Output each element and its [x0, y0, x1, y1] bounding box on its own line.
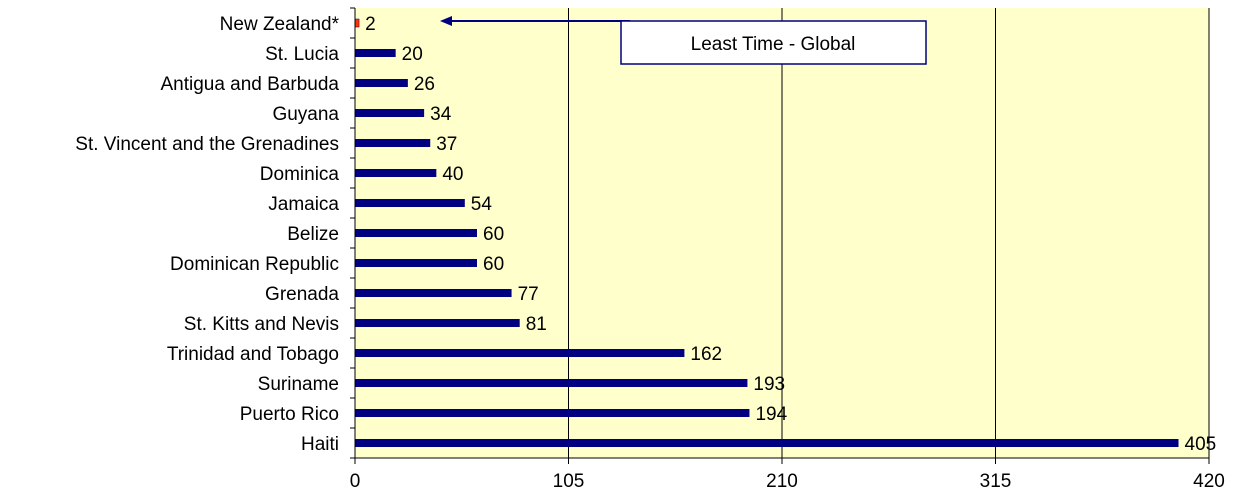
category-label: St. Vincent and the Grenadines	[75, 134, 339, 155]
value-label: 2	[365, 14, 376, 35]
category-label: Puerto Rico	[240, 404, 339, 425]
value-label: 194	[755, 404, 787, 425]
axes	[350, 7, 1210, 464]
value-label: 77	[518, 284, 539, 305]
x-tick-label: 315	[980, 471, 1012, 492]
category-label: Antigua and Barbuda	[160, 74, 339, 95]
x-tick-labels: 0 105 210 315 420	[350, 471, 1225, 492]
value-label: 26	[414, 74, 435, 95]
value-label: 37	[436, 134, 457, 155]
value-label: 162	[690, 344, 722, 365]
x-tick-label: 105	[553, 471, 585, 492]
category-label: St. Kitts and Nevis	[184, 314, 339, 335]
value-label: 54	[471, 194, 493, 215]
bar	[355, 199, 465, 207]
value-label: 20	[402, 44, 423, 65]
value-label: 405	[1185, 434, 1217, 455]
x-tick-label: 0	[350, 471, 361, 492]
bar	[355, 409, 750, 417]
category-label: St. Lucia	[265, 44, 339, 65]
bar	[355, 229, 477, 237]
category-label: Suriname	[258, 374, 339, 395]
bar	[355, 439, 1179, 447]
value-label: 81	[526, 314, 547, 335]
category-label: Guyana	[272, 104, 339, 125]
bar	[355, 319, 520, 327]
bar	[354, 18, 360, 28]
value-label: 60	[483, 224, 504, 245]
bar	[355, 139, 431, 147]
value-label: 60	[483, 254, 504, 275]
value-label: 40	[442, 164, 463, 185]
value-label: 34	[430, 104, 452, 125]
category-label: New Zealand*	[220, 14, 340, 35]
bar	[355, 349, 685, 357]
bar	[355, 289, 512, 297]
annotation-arrowhead	[440, 16, 452, 26]
bar	[355, 259, 477, 267]
annotation-text: Least Time - Global	[691, 34, 856, 55]
annotation-box	[620, 20, 927, 65]
bar	[355, 109, 425, 117]
category-label: Trinidad and Tobago	[167, 344, 339, 365]
bars-group	[354, 18, 1179, 447]
category-label: Dominican Republic	[170, 254, 339, 275]
bar	[355, 379, 748, 387]
category-label: Jamaica	[268, 194, 339, 215]
value-label: 193	[753, 374, 785, 395]
category-label: Grenada	[265, 284, 339, 305]
value-labels: 2 20 26 34 37 40 54 60 60 77 81 162 193 194 405	[365, 14, 1216, 455]
category-labels: New Zealand* St. Lucia Antigua and Barbuda…	[75, 14, 339, 455]
category-label: Dominica	[260, 164, 340, 185]
annotation: Least Time - Global	[440, 16, 927, 65]
x-tick-label: 210	[766, 471, 798, 492]
bar	[355, 79, 408, 87]
category-label: Belize	[287, 224, 339, 245]
bar	[355, 49, 396, 57]
bar	[355, 169, 437, 177]
category-label: Haiti	[301, 434, 339, 455]
x-tick-label: 420	[1193, 471, 1225, 492]
